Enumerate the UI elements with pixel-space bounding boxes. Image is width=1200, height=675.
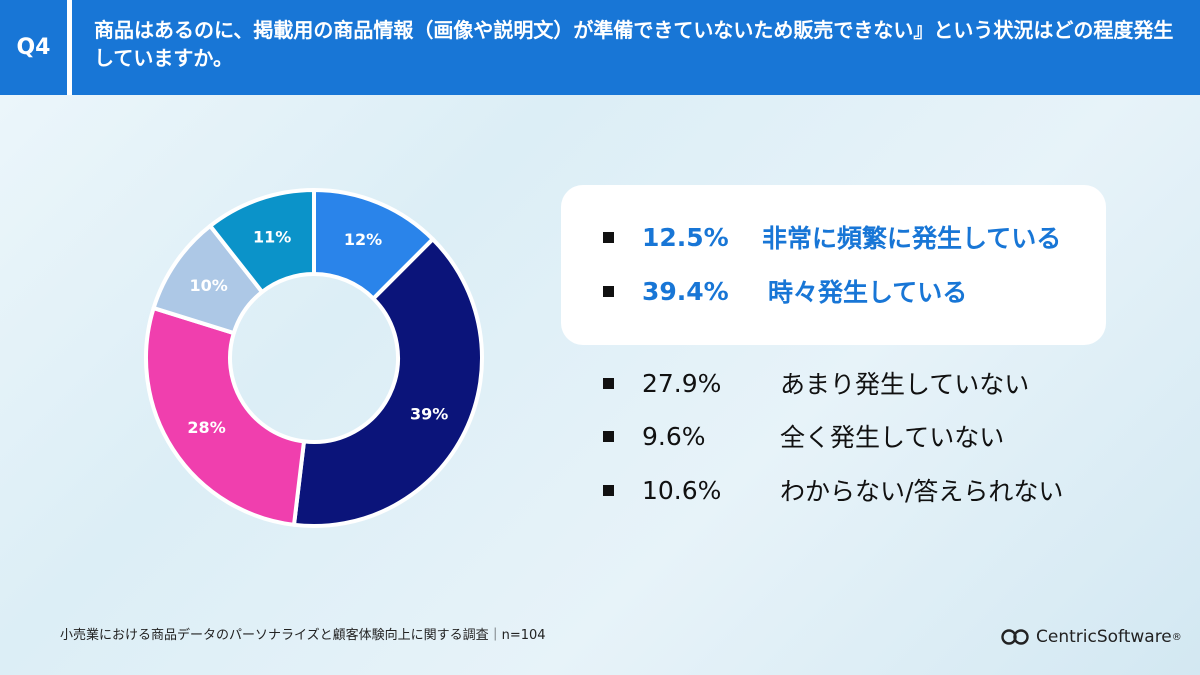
legend-bullet-icon: [603, 231, 614, 243]
legend-item-sometimes: 39.4% 時々発生している: [603, 274, 967, 308]
legend-bullet-icon: [603, 484, 614, 496]
question-number: Q4: [0, 0, 72, 95]
legend-label: あまり発生していない: [780, 370, 1030, 399]
legend-bullet-icon: [603, 430, 614, 442]
centric-logo-icon: [1001, 629, 1029, 645]
legend-percent: 9.6%: [642, 421, 706, 451]
company-logo: CentricSoftware ®: [1000, 624, 1182, 650]
logo-text: CentricSoftware: [1036, 627, 1172, 647]
donut-slice-2: [291, 237, 484, 528]
legend-item-dont-know: 10.6% わからない/答えられない: [603, 473, 1063, 507]
donut-slice-label-2: 39%: [410, 404, 448, 423]
survey-source-note: 小売業における商品データのパーソナライズと顧客体験向上に関する調査｜n=104: [60, 628, 546, 643]
legend-percent: 10.6%: [642, 475, 722, 505]
header-bar: [0, 0, 1200, 95]
donut-slice-labels: 12% 39% 28% 10% 11%: [187, 228, 448, 438]
logo-trademark: ®: [1171, 631, 1182, 643]
legend-percent: 12.5%: [642, 222, 729, 252]
donut-slice-label-1: 12%: [344, 230, 382, 249]
legend-item-never: 9.6% 全く発生していない: [603, 419, 1004, 453]
legend-bullet-icon: [603, 377, 614, 389]
donut-slice-3: [144, 306, 306, 527]
legend-label: 全く発生していない: [780, 423, 1005, 452]
legend-percent: 39.4%: [642, 276, 729, 306]
legend-item-very-frequent: 12.5% 非常に頻繁に発生している: [603, 220, 1061, 254]
legend-label: 非常に頻繁に発生している: [762, 224, 1062, 253]
donut-slice-label-5: 11%: [253, 228, 291, 247]
legend-percent: 27.9%: [642, 368, 722, 398]
legend-item-rarely: 27.9% あまり発生していない: [603, 366, 1029, 400]
donut-slice-label-4: 10%: [189, 276, 227, 295]
legend-label: 時々発生している: [768, 278, 968, 307]
legend-label: わからない/答えられない: [780, 477, 1064, 506]
legend-bullet-icon: [603, 285, 614, 297]
legend-highlight-box: [561, 185, 1106, 345]
donut-slice-5: [208, 188, 316, 294]
question-title: 商品はあるのに、掲載用の商品情報（画像や説明文）が準備できていないため販売できな…: [94, 18, 1174, 70]
donut-slices: [144, 188, 484, 528]
donut-slice-label-3: 28%: [187, 418, 225, 437]
